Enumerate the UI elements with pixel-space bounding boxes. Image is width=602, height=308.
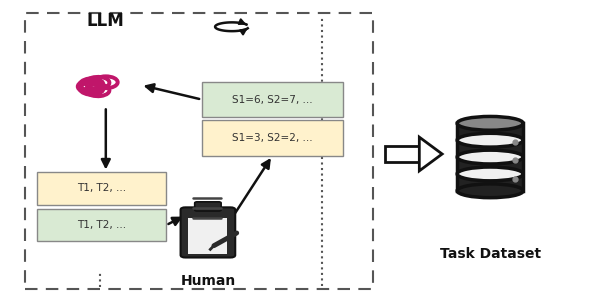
Ellipse shape — [457, 167, 523, 181]
Bar — [25, 13, 373, 289]
Text: T1, T2, ...: T1, T2, ... — [76, 184, 126, 193]
Ellipse shape — [457, 116, 523, 130]
FancyBboxPatch shape — [181, 207, 235, 257]
Ellipse shape — [457, 150, 523, 164]
Text: Task Dataset: Task Dataset — [439, 247, 541, 261]
Polygon shape — [420, 137, 442, 171]
FancyBboxPatch shape — [194, 202, 221, 211]
Bar — [37, 209, 166, 241]
Text: T1, T2, ...: T1, T2, ... — [76, 220, 126, 230]
Bar — [385, 146, 420, 162]
Ellipse shape — [457, 133, 523, 147]
Bar — [202, 120, 343, 156]
Text: LLM: LLM — [87, 12, 125, 30]
Bar — [202, 82, 343, 117]
Text: Human: Human — [180, 274, 235, 288]
Bar — [457, 123, 523, 191]
Text: S1=3, S2=2, ...: S1=3, S2=2, ... — [232, 133, 313, 143]
FancyBboxPatch shape — [188, 218, 228, 254]
Ellipse shape — [457, 184, 523, 198]
Bar — [37, 172, 166, 205]
Text: S1=6, S2=7, ...: S1=6, S2=7, ... — [232, 95, 313, 105]
